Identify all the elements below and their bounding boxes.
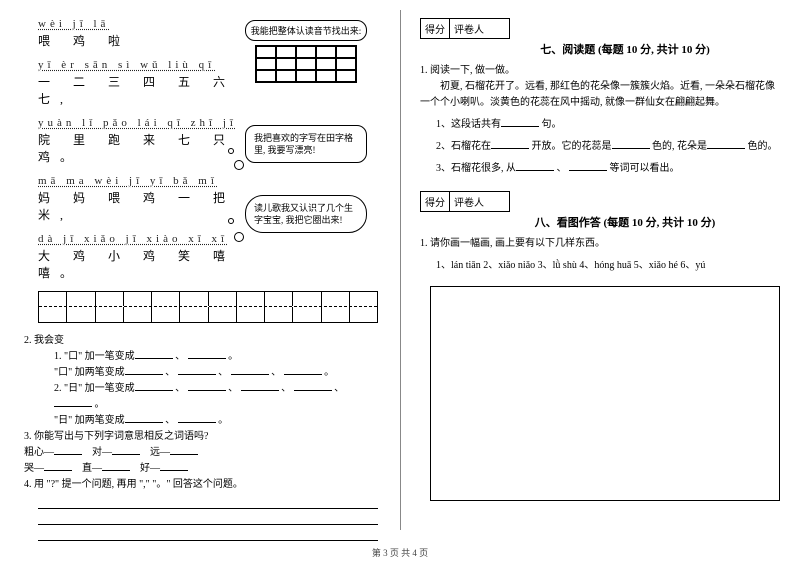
item-text: 开放。它的花蕊是 (532, 141, 612, 152)
q2-title: 2. 我会变 (24, 333, 380, 349)
speech-bubble-3: 读儿歌我又认识了几个生字宝宝, 我把它圈出来! (245, 195, 367, 233)
grader-label: 评卷人 (450, 19, 488, 38)
answer-line (38, 497, 378, 509)
item-text: 3、石榴花很多, 从 (436, 163, 516, 174)
q3-pair: 哭— (24, 463, 44, 474)
speech-bubble-2: 我把喜欢的字写在田字格里, 我要写漂亮! (245, 125, 367, 163)
answer-line (38, 529, 378, 541)
drawing-box (430, 286, 780, 501)
char-line: 大 鸡 小 鸡 笑 嘻 嘻。 (38, 247, 258, 281)
bubble-tail-icon (228, 148, 234, 154)
item-text: 色的。 (748, 141, 778, 152)
q2-line: 1. "口" 加一笔变成 (54, 351, 135, 362)
pinyin-line: mā ma wèi jī yī bǎ mǐ (38, 175, 258, 187)
q3-pair: 直— (82, 463, 102, 474)
pinyin-poem: wèi jī lā 喂 鸡 啦 yī èr sān sì wǔ liù qī 一… (38, 18, 258, 281)
item-text: 色的, 花朵是 (652, 141, 707, 152)
score-box: 得分 评卷人 (420, 18, 510, 39)
answer-line (38, 513, 378, 525)
left-column: wèi jī lā 喂 鸡 啦 yī èr sān sì wǔ liù qī 一… (0, 0, 400, 540)
q4-title: 4. 用 "?" 提一个问题, 再用 "," "。" 回答这个问题。 (24, 477, 380, 493)
char-line: 一 二 三 四 五 六 七, (38, 73, 258, 107)
q2-line: 2. "日" 加一笔变成 (54, 383, 135, 394)
section-7-title: 七、阅读题 (每题 10 分, 共计 10 分) (470, 41, 780, 57)
question-3: 3. 你能写出与下列字词意思相反之词语吗? 粗心— 对— 远— 哭— 直— 好— (24, 429, 380, 477)
q3-pair: 远— (150, 447, 170, 458)
drawing-block: 1. 请你画一幅画, 画上要有以下几样东西。 1、lán tiān 2、xiǎo… (420, 236, 780, 274)
drawing-words: 1、lán tiān 2、xiǎo niǎo 3、lǜ shù 4、hóng h… (436, 258, 780, 274)
pinyin-line: yī èr sān sì wǔ liù qī (38, 59, 258, 71)
bubble-tail-icon (234, 160, 244, 170)
q3-pair: 好— (140, 463, 160, 474)
drawing-title: 1. 请你画一幅画, 画上要有以下几样东西。 (420, 236, 780, 252)
q3-pair: 粗心— (24, 447, 54, 458)
speech-bubble-1: 我能把整体认读音节找出来: (245, 20, 367, 41)
char-line: 喂 鸡 啦 (38, 32, 258, 49)
pinyin-line: dà jī xiǎo jī xiào xī xī (38, 233, 258, 245)
item-text: 1、这段话共有 (436, 119, 501, 130)
pinyin-line: yuàn lǐ pǎo lái qī zhī jī (38, 117, 258, 129)
right-column: 得分 评卷人 七、阅读题 (每题 10 分, 共计 10 分) 1. 阅读一下,… (400, 0, 800, 540)
answer-grid-small (255, 45, 357, 83)
page-footer: 第 3 页 共 4 页 (0, 546, 800, 559)
reading-title: 1. 阅读一下, 做一做。 (420, 63, 780, 79)
bubble-tail-icon (234, 232, 244, 242)
pinyin-line: wèi jī lā (38, 18, 258, 30)
tianzige-grid (38, 291, 378, 323)
item-text: 句。 (542, 119, 562, 130)
question-2: 2. 我会变 1. "口" 加一笔变成 、 。 "口" 加两笔变成 、 、 、 … (24, 333, 380, 429)
column-divider (400, 10, 401, 530)
char-line: 院 里 跑 来 七 只 鸡。 (38, 131, 258, 165)
q3-title: 3. 你能写出与下列字词意思相反之词语吗? (24, 429, 380, 445)
bubble-tail-icon (228, 218, 234, 224)
q3-pair: 对— (92, 447, 112, 458)
grader-label: 评卷人 (450, 192, 488, 211)
score-box: 得分 评卷人 (420, 191, 510, 212)
item-text: 等词可以看出。 (610, 163, 680, 174)
char-line: 妈 妈 喂 鸡 一 把 米, (38, 189, 258, 223)
q2-line: "口" 加两笔变成 (54, 367, 125, 378)
item-text: 2、石榴花在 (436, 141, 491, 152)
score-label: 得分 (421, 192, 450, 211)
question-4: 4. 用 "?" 提一个问题, 再用 "," "。" 回答这个问题。 (24, 477, 380, 493)
reading-body: 初夏, 石榴花开了。远看, 那红色的花朵像一簇簇火焰。近看, 一朵朵石榴花像一个… (420, 79, 780, 111)
reading-block: 1. 阅读一下, 做一做。 初夏, 石榴花开了。远看, 那红色的花朵像一簇簇火焰… (420, 63, 780, 177)
q2-line: "日" 加两笔变成 (54, 415, 125, 426)
section-8-title: 八、看图作答 (每题 10 分, 共计 10 分) (470, 214, 780, 230)
score-label: 得分 (421, 19, 450, 38)
